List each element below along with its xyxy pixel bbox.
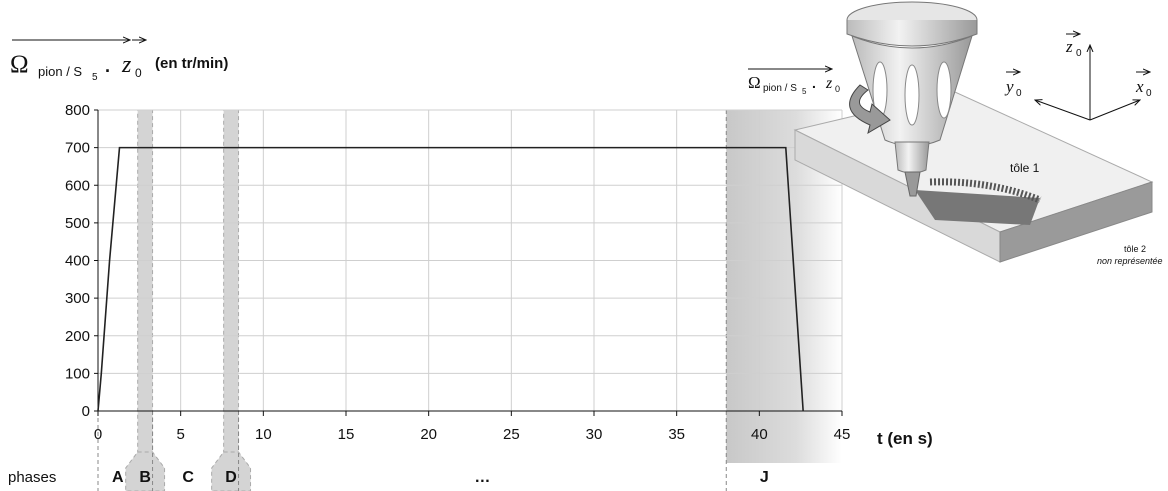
plate2-label: tôle 2	[1124, 244, 1146, 254]
phase-label: …	[474, 469, 490, 486]
plate1-label: tôle 1	[1010, 161, 1040, 175]
chart: ABCD…J 010020030040050060070080005101520…	[0, 0, 1168, 491]
x-tick-label: 25	[503, 426, 520, 443]
phase-label: B	[139, 469, 151, 486]
phase-label: D	[225, 469, 237, 486]
frame-x-sub: 0	[1146, 88, 1152, 99]
y-tick-label: 300	[65, 290, 90, 307]
y-tick-label: 800	[65, 102, 90, 119]
tool-shoulder	[895, 142, 929, 173]
illus-z-sub: 0	[835, 84, 840, 94]
phase-band	[224, 110, 239, 463]
y-tick-label: 400	[65, 253, 90, 270]
tool-slot	[905, 65, 919, 125]
x-tick-label: 45	[834, 426, 851, 443]
y-label-vector: z	[121, 52, 132, 78]
x-tick-label: 10	[255, 426, 272, 443]
axis-y0	[1035, 100, 1090, 120]
y-tick-label: 100	[65, 365, 90, 382]
y-label-subsub: 5	[92, 72, 98, 83]
frame-x: x	[1135, 77, 1144, 96]
y-label-unit: (en tr/min)	[155, 55, 228, 72]
tool-slot	[937, 62, 951, 118]
y-tick-label: 500	[65, 215, 90, 232]
x-tick-label: 35	[668, 426, 685, 443]
plot	[98, 148, 803, 411]
x-tick-label: 30	[586, 426, 603, 443]
x-tick-label: 0	[94, 426, 102, 443]
data-line	[98, 148, 803, 411]
axis-x0	[1090, 100, 1140, 120]
y-tick-label: 700	[65, 140, 90, 157]
phases-label: phases	[8, 469, 56, 486]
x-tick-label: 40	[751, 426, 768, 443]
x-tick-label: 15	[338, 426, 355, 443]
illus-dot: .	[812, 75, 816, 91]
y-tick-label: 600	[65, 177, 90, 194]
illus-omega-subsub: 5	[802, 87, 807, 96]
phase-label: C	[182, 469, 194, 486]
phase-label: J	[760, 469, 769, 486]
y-axis-title: Ω pion / S 5 . z 0 (en tr/min)	[10, 40, 228, 83]
phase-band	[138, 110, 153, 463]
x-axis-title: t (en s)	[877, 429, 933, 448]
frame-y-sub: 0	[1016, 88, 1022, 99]
x-tick-label: 5	[176, 426, 184, 443]
frame-y: y	[1004, 77, 1014, 96]
y-tick-label: 0	[82, 403, 90, 420]
y-label-vector-sub: 0	[135, 66, 142, 80]
frame-z-sub: 0	[1076, 48, 1082, 59]
frame-z: z	[1065, 37, 1073, 56]
y-label-sub: pion / S	[38, 64, 82, 79]
y-label-dot: .	[105, 56, 110, 76]
illus-omega: Ω	[748, 73, 761, 92]
plate2-note: non représentée	[1097, 256, 1163, 266]
illus-z: z	[825, 75, 833, 92]
illus-omega-sub: pion / S	[763, 83, 797, 94]
x-tick-label: 20	[420, 426, 437, 443]
y-label-symbol: Ω	[10, 51, 29, 78]
y-tick-label: 200	[65, 328, 90, 345]
phase-label: A	[112, 469, 124, 486]
